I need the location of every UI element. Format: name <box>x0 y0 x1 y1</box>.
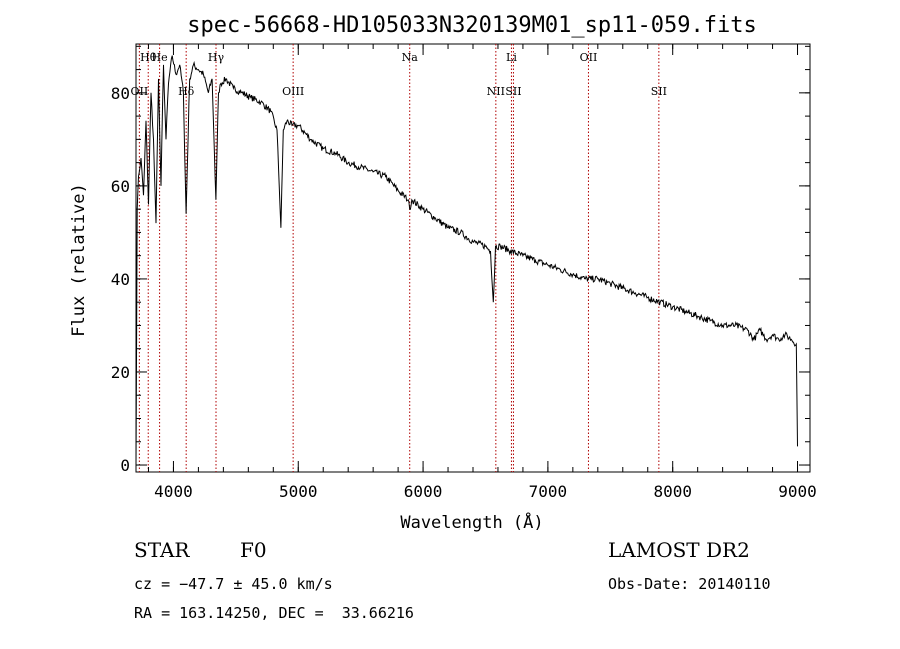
observation-date: Obs-Date: 20140110 <box>608 575 771 593</box>
line-marker-label: SII <box>505 85 521 98</box>
line-marker-label: NII <box>487 85 505 98</box>
axis-ticks: 4000 5000 6000 7000 8000 9000 0 20 40 60 80 <box>111 44 817 501</box>
line-marker-label: Hγ <box>208 51 225 64</box>
line-marker-label: He <box>152 51 168 64</box>
x-tick-label: 8000 <box>653 482 692 501</box>
y-tick-label: 80 <box>111 84 130 103</box>
spectrum-line <box>135 55 798 466</box>
line-marker-label: Li <box>506 51 517 64</box>
y-tick-label: 0 <box>120 456 130 475</box>
line-marker-label: SII <box>651 85 667 98</box>
x-tick-label: 7000 <box>529 482 568 501</box>
line-markers: Hθ OII He Hδ Hγ OIII Na NII Li SII OII SII <box>131 44 667 472</box>
x-axis-label: Wavelength (Å) <box>400 511 543 533</box>
x-tick-label: 9000 <box>778 482 817 501</box>
object-class: STAR <box>134 538 190 562</box>
x-tick-label: 6000 <box>404 482 443 501</box>
redshift-readout: cz = −47.7 ± 45.0 km/s <box>134 575 333 593</box>
line-marker-label: OII <box>580 51 598 64</box>
y-tick-label: 60 <box>111 177 130 196</box>
y-tick-label: 40 <box>111 270 130 289</box>
line-marker-label: Hθ <box>140 51 157 64</box>
x-tick-label: 5000 <box>279 482 318 501</box>
line-marker-label: Hδ <box>178 85 195 98</box>
plot-frame <box>135 43 811 473</box>
object-subclass: F0 <box>240 538 267 562</box>
coordinates-readout: RA = 163.14250, DEC = 33.66216 <box>134 604 414 622</box>
x-tick-label: 4000 <box>154 482 193 501</box>
line-marker-label: OII <box>131 85 149 98</box>
line-marker-label: OIII <box>282 85 304 98</box>
y-axis-label: Flux (relative) <box>69 183 89 337</box>
chart-title: spec-56668-HD105033N320139M01_sp11-059.f… <box>187 13 757 38</box>
y-tick-label: 20 <box>111 363 130 382</box>
line-marker-label: Na <box>402 51 419 64</box>
survey-label: LAMOST DR2 <box>608 538 750 562</box>
